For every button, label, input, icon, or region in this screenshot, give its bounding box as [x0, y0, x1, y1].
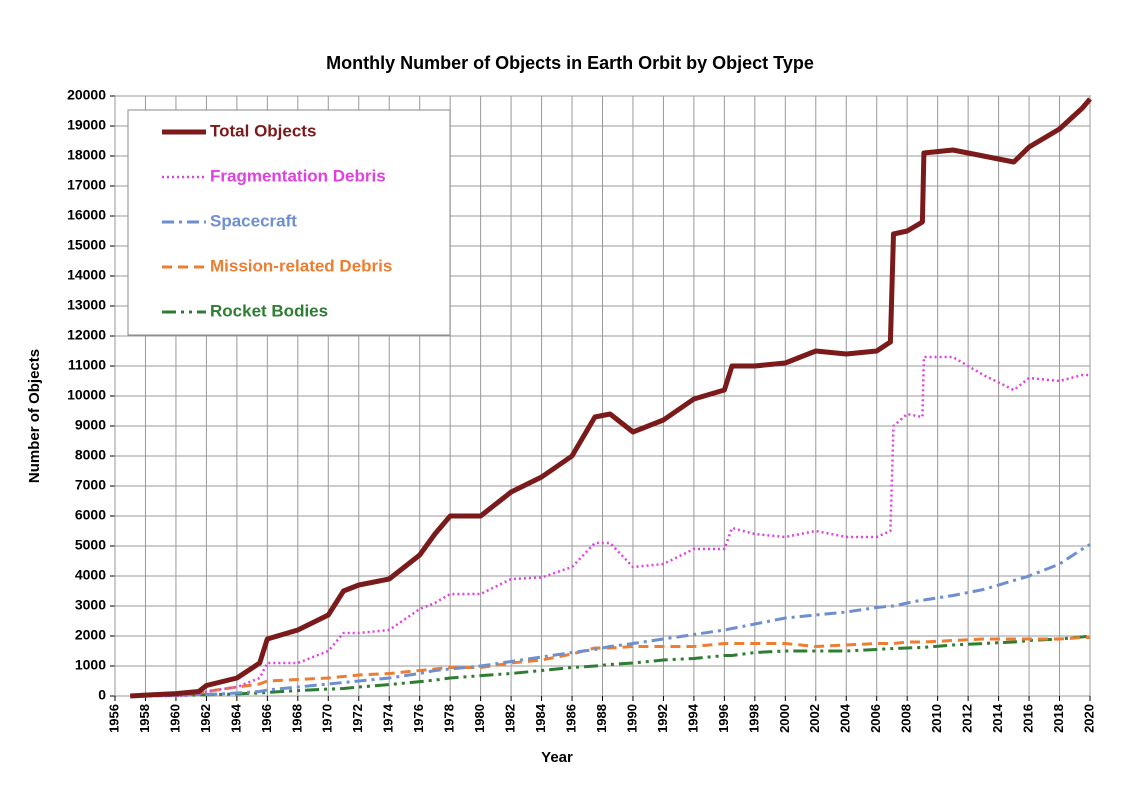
x-tick-label: 1998	[746, 704, 761, 733]
x-tick-label: 1994	[685, 703, 700, 733]
y-tick-label: 17000	[67, 177, 106, 193]
series-line	[130, 97, 1092, 699]
y-axis-label: Number of Objects	[26, 349, 43, 483]
x-tick-label: 2010	[929, 704, 944, 733]
x-tick-label: 2012	[960, 704, 975, 733]
y-tick-label: 10000	[67, 387, 106, 403]
x-tick-label: 1960	[167, 704, 182, 733]
y-tick-label: 2000	[75, 627, 106, 643]
series-line	[130, 543, 1091, 698]
x-tick-label: 1962	[198, 704, 213, 733]
x-tick-label: 1990	[624, 704, 639, 733]
y-tick-label: 7000	[75, 477, 106, 493]
y-tick-label: 8000	[75, 447, 106, 463]
y-tick-label: 16000	[67, 207, 106, 223]
x-tick-label: 2008	[899, 704, 914, 733]
x-tick-label: 2004	[838, 703, 853, 733]
legend-label: Spacecraft	[210, 211, 297, 230]
x-tick-label: 1958	[137, 704, 152, 733]
x-tick-label: 2018	[1051, 704, 1066, 733]
x-tick-label: 2002	[807, 704, 822, 733]
x-tick-label: 1988	[594, 704, 609, 733]
y-tick-label: 19000	[67, 117, 106, 133]
x-axis-label: Year	[541, 749, 573, 766]
x-tick-label: 1982	[503, 704, 518, 733]
chart-title: Monthly Number of Objects in Earth Orbit…	[326, 53, 814, 73]
x-tick-label: 1968	[289, 704, 304, 733]
y-tick-label: 20000	[67, 87, 106, 103]
x-tick-label: 1986	[563, 704, 578, 733]
x-tick-label: 2000	[777, 704, 792, 733]
x-tick-label: 2020	[1081, 704, 1096, 733]
y-tick-label: 13000	[67, 297, 106, 313]
x-tick-label: 1976	[411, 704, 426, 733]
x-tick-label: 2006	[868, 704, 883, 733]
y-tick-label: 14000	[67, 267, 106, 283]
legend-label: Total Objects	[210, 121, 316, 140]
y-tick-label: 4000	[75, 567, 106, 583]
legend-label: Rocket Bodies	[210, 301, 328, 320]
x-tick-label: 1984	[533, 703, 548, 733]
y-tick-label: 9000	[75, 417, 106, 433]
y-tick-label: 6000	[75, 507, 106, 523]
y-tick-label: 15000	[67, 237, 106, 253]
series-line	[130, 634, 1091, 698]
y-tick-label: 1000	[75, 657, 106, 673]
x-tick-label: 1980	[472, 704, 487, 733]
x-tick-label: 1970	[320, 704, 335, 733]
x-tick-label: 1978	[442, 704, 457, 733]
x-tick-label: 2014	[990, 703, 1005, 733]
x-tick-label: 1992	[655, 704, 670, 733]
x-tick-label: 1974	[381, 703, 396, 733]
y-tick-label: 0	[98, 687, 106, 703]
legend-label: Mission-related Debris	[210, 256, 392, 275]
x-tick-label: 1956	[106, 704, 121, 733]
y-tick-label: 5000	[75, 537, 106, 553]
legend-label: Fragmentation Debris	[210, 166, 386, 185]
x-tick-label: 2016	[1021, 704, 1036, 733]
x-tick-label: 1964	[228, 703, 243, 733]
y-tick-label: 18000	[67, 147, 106, 163]
y-tick-label: 12000	[67, 327, 106, 343]
x-tick-label: 1966	[259, 704, 274, 733]
y-tick-label: 3000	[75, 597, 106, 613]
x-tick-label: 1972	[350, 704, 365, 733]
y-tick-label: 11000	[68, 357, 106, 373]
x-tick-label: 1996	[716, 704, 731, 733]
